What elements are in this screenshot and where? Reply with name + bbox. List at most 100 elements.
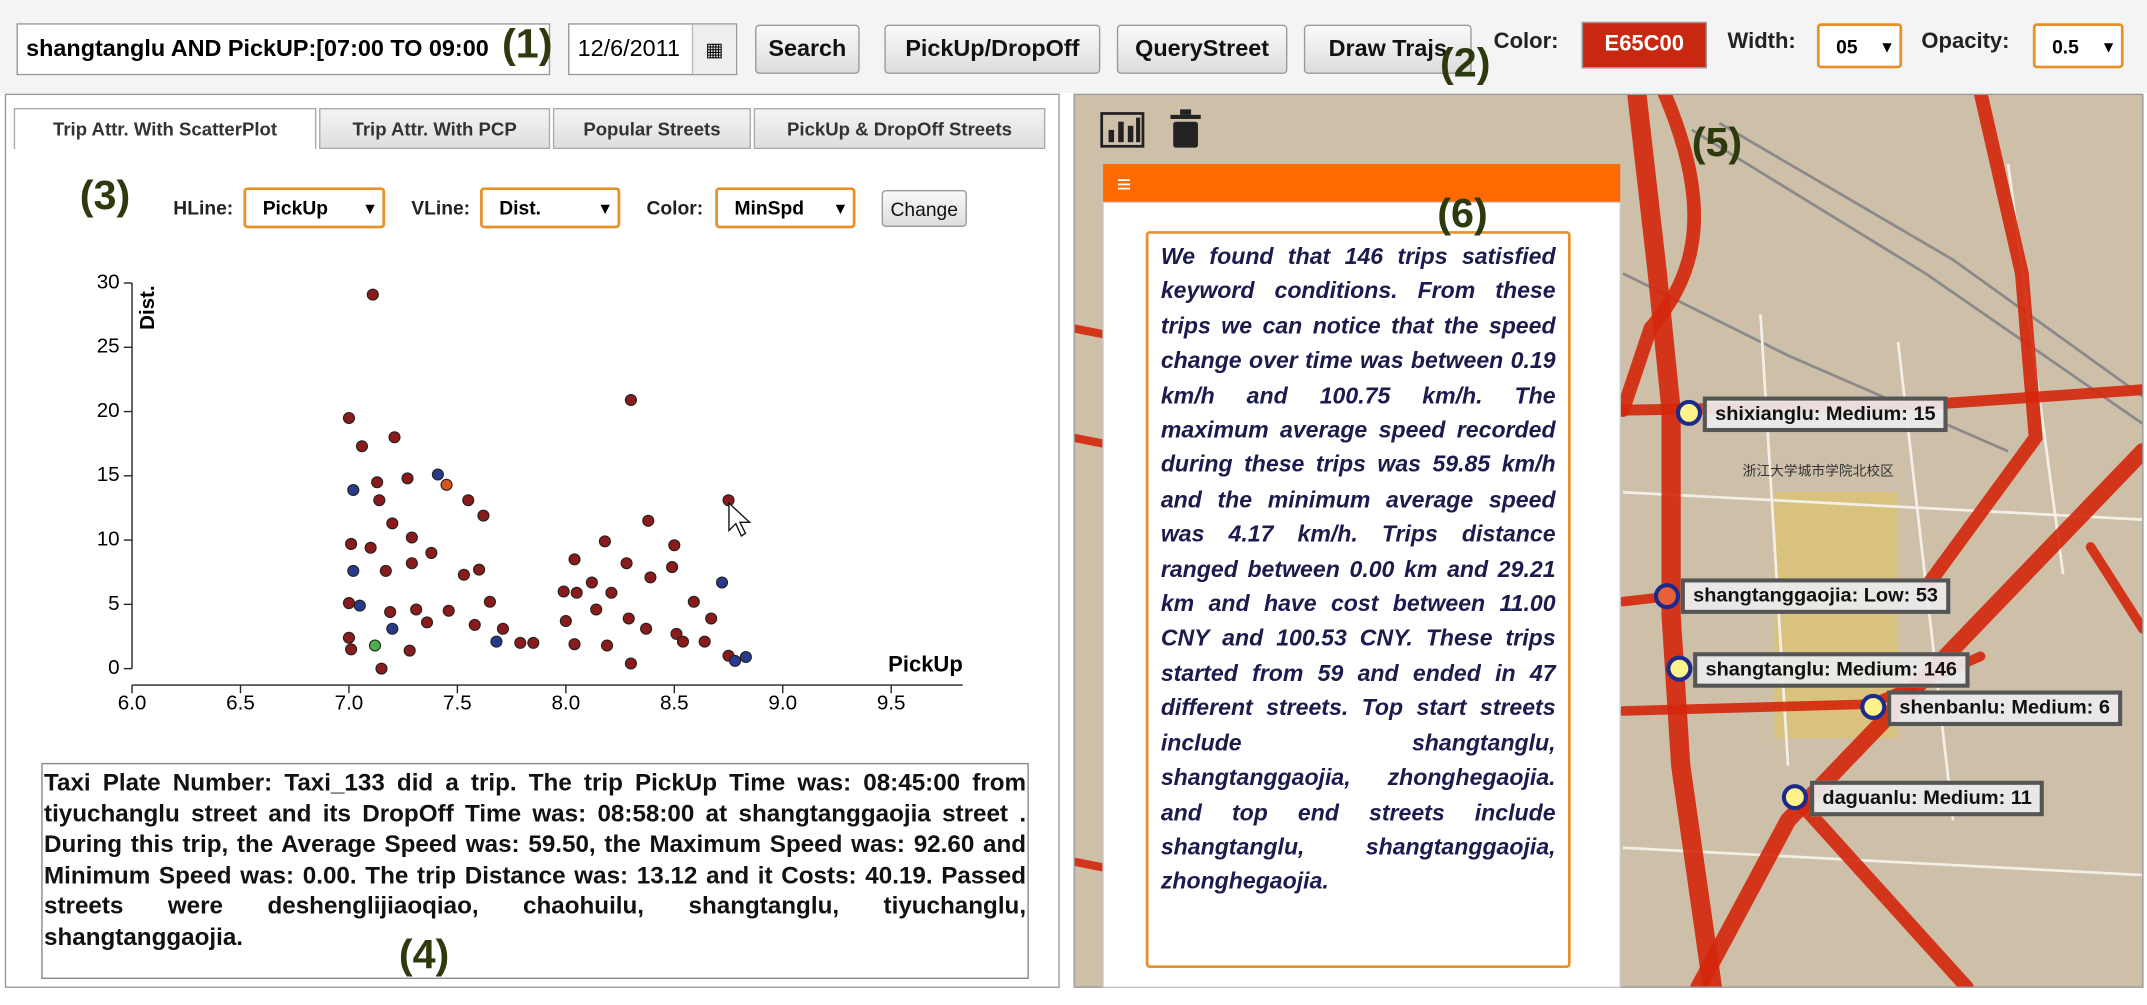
chart-icon[interactable] [1100, 112, 1145, 148]
scatter-point [698, 635, 711, 648]
search-button[interactable]: Search [755, 24, 860, 74]
annotation: (3) [79, 173, 131, 219]
summary-text: We found that 146 trips satisfied keywor… [1145, 231, 1571, 969]
place-label: 浙江大学城市学院北校区 [1743, 462, 1894, 478]
vline-select[interactable]: Dist. [480, 187, 621, 229]
scatter-point [440, 478, 453, 491]
scatter-point [425, 546, 438, 559]
scatter-point [527, 636, 540, 649]
street-marker[interactable] [1675, 399, 1703, 426]
x-tick-label: 9.5 [877, 692, 906, 715]
color-picker[interactable]: E65C00 [1581, 21, 1707, 69]
scatter-point [405, 531, 418, 544]
query-input[interactable]: shangtanglu AND PickUP:[07:00 TO 09:00 [16, 23, 551, 76]
annotation: (5) [1691, 120, 1743, 166]
scatter-point [644, 571, 657, 584]
scatter-point [386, 517, 399, 530]
scatter-point [366, 288, 379, 301]
scatter-point [431, 468, 444, 481]
scatter-point [605, 586, 618, 599]
scatter-point [642, 514, 655, 527]
calendar-icon[interactable]: ▦ [691, 24, 736, 74]
trash-icon[interactable] [1170, 109, 1201, 148]
street-marker[interactable] [1666, 655, 1693, 682]
summary-panel [1102, 201, 1621, 988]
scatter-point [355, 440, 369, 453]
scatter-point [559, 615, 572, 628]
scatter-point [568, 638, 581, 651]
tab[interactable]: PickUp & DropOff Streets [753, 108, 1046, 150]
hline-label: HLine: [173, 196, 234, 219]
annotation: (4) [398, 932, 450, 978]
scatter-point [345, 537, 358, 550]
width-select[interactable]: 05 [1816, 23, 1903, 69]
scatter-point [342, 411, 355, 424]
scatter-point [687, 595, 700, 608]
cursor [728, 501, 752, 538]
scatter-point [557, 585, 570, 598]
tab[interactable]: Trip Attr. With PCP [319, 108, 551, 150]
scatter-point [490, 635, 503, 648]
map-roads [1074, 94, 2143, 988]
color-select[interactable]: MinSpd [715, 187, 856, 229]
y-tick-label: 25 [97, 335, 120, 358]
scatter-point [457, 568, 470, 581]
scatter-point [403, 644, 416, 657]
menu-icon[interactable]: ≡ [1117, 172, 1131, 199]
drawtrajs-button[interactable]: Draw Trajs [1303, 24, 1472, 74]
street-marker[interactable] [1653, 583, 1681, 610]
panel-header [1103, 164, 1621, 203]
y-tick-label: 10 [97, 528, 120, 551]
change-button[interactable]: Change [881, 190, 967, 227]
tab[interactable]: Popular Streets [552, 108, 751, 150]
scatter-point [568, 553, 581, 566]
scatter-point [368, 639, 382, 652]
scatter-point [345, 643, 358, 656]
scatter-point [386, 622, 399, 635]
x-tick-label: 6.0 [118, 692, 147, 715]
scatter-plot: 6.0 6.5 7.0 7.5 8.0 8.5 9.0 9.5 0 5 10 15 20 25 30 Dist… [97, 271, 963, 715]
x-tick-label: 6.5 [226, 692, 255, 715]
scatter-point [353, 599, 366, 612]
street-marker[interactable] [1781, 784, 1808, 811]
scatter-point [473, 563, 486, 576]
opacity-label: Opacity: [1921, 30, 2010, 54]
querystreet-button[interactable]: QueryStreet [1116, 24, 1288, 74]
scatter-point [705, 612, 718, 625]
scatter-point [590, 603, 603, 616]
tab[interactable]: Trip Attr. With ScatterPlot [13, 108, 317, 150]
hline-select[interactable]: PickUp [243, 187, 386, 229]
pickup-button[interactable]: PickUp/DropOff [884, 24, 1101, 74]
scatter-point [666, 561, 679, 574]
y-tick-label: 20 [97, 399, 120, 422]
scatter-point [477, 509, 490, 522]
scatter-point [676, 635, 690, 648]
scatter-point [410, 603, 423, 616]
scatter-point [624, 393, 637, 407]
scatter-point [401, 472, 414, 485]
scatter-point [388, 431, 401, 444]
annotation: (6) [1437, 191, 1488, 237]
y-tick-label: 0 [108, 656, 119, 679]
trip-description: Taxi Plate Number: Taxi_133 did a trip. … [41, 762, 1029, 979]
marker-label: shangtanggaojia: Low: 53 [1680, 578, 1951, 614]
scatter-point [514, 636, 527, 649]
color-by-label: Color: [646, 196, 704, 219]
annotation: (2) [1440, 41, 1491, 87]
x-tick-label: 9.0 [768, 692, 797, 715]
x-tick-label: 7.5 [443, 692, 472, 715]
scatter-point [585, 576, 598, 589]
scatter-point [371, 476, 384, 489]
x-tick-label: 8.5 [660, 692, 689, 715]
opacity-select[interactable]: 0.5 [2032, 23, 2124, 69]
scatter-point [483, 595, 496, 608]
scatter-point [624, 657, 637, 670]
scatter-point [620, 557, 633, 570]
scatter-point [598, 535, 611, 548]
width-label: Width: [1727, 30, 1796, 54]
x-tick-label: 7.0 [335, 692, 364, 715]
street-marker[interactable] [1860, 693, 1887, 720]
scatter-point [468, 618, 481, 631]
